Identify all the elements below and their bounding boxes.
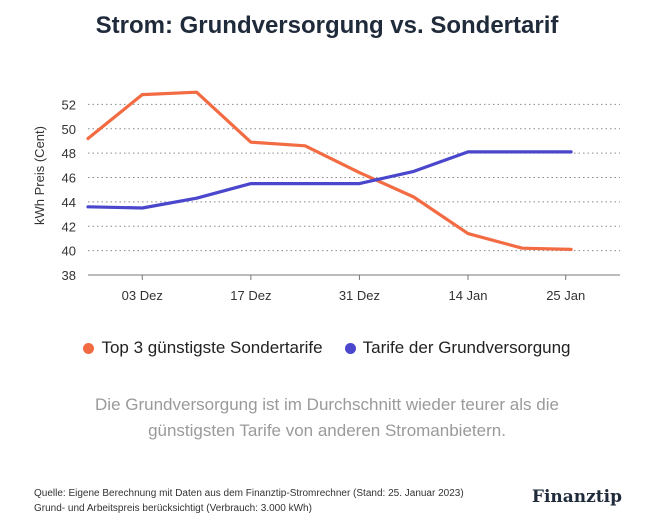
y-tick-label: 50 [62,122,76,137]
legend-dot-icon [344,342,356,354]
chart-note: Die Grundversorgung ist im Durchschnitt … [95,395,559,440]
legend: Top 3 günstigste Sondertarife Tarife der… [0,338,654,358]
brand-logo: Finanztip [531,487,622,507]
y-tick-label: 48 [62,146,76,161]
footer: Quelle: Eigene Berechnung mit Daten aus … [34,486,464,516]
x-tick-label: 14 Jan [448,288,487,303]
x-tick-label: 25 Jan [546,288,585,303]
y-tick-label: 42 [62,219,76,234]
line-chart: 38 40 42 44 46 48 50 52 03 Dez 17 Dez 31 Dez 14 Jan… [32,90,620,303]
x-tick-label: 03 Dez [122,288,163,303]
source-detail: Grund- und Arbeitspreis berücksichtigt (… [34,503,312,514]
legend-dot-icon [83,342,95,354]
legend-label: Top 3 günstigste Sondertarife [101,338,323,357]
series-line-1 [86,150,573,210]
y-tick-label: 40 [62,244,76,259]
y-tick-label: 44 [62,195,76,210]
source-text: Quelle: Eigene Berechnung mit Daten aus … [34,488,464,499]
y-tick-label: 46 [62,171,76,186]
series-line-0 [86,90,573,251]
chart-title: Strom: Grundversorgung vs. Sondertarif [95,12,559,39]
legend-label: Tarife der Grundversorgung [362,338,571,357]
y-tick-label: 38 [62,268,76,283]
x-tick-label: 31 Dez [339,288,380,303]
y-axis-label: kWh Preis (Cent) [32,126,47,225]
legend-item-grundversorgung: Tarife der Grundversorgung [344,338,571,358]
legend-item-sondertarife: Top 3 günstigste Sondertarife [83,338,323,358]
x-tick-label: 17 Dez [230,288,271,303]
y-tick-label: 52 [62,97,76,112]
